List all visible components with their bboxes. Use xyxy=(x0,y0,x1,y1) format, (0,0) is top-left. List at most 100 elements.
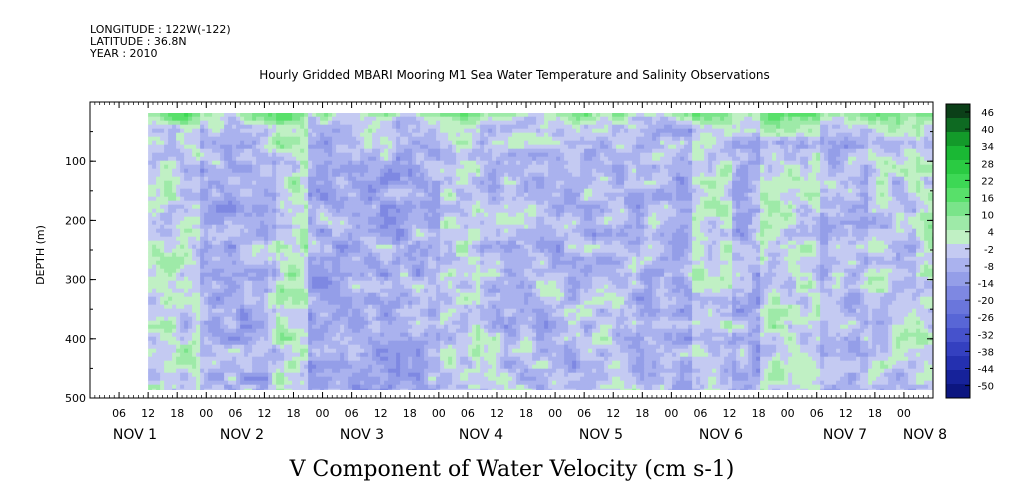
heat-cell xyxy=(524,185,529,190)
heat-cell xyxy=(808,197,813,202)
heat-cell xyxy=(708,205,713,210)
heat-cell xyxy=(680,185,685,190)
heat-cell xyxy=(924,145,929,150)
heat-cell xyxy=(424,169,429,174)
heat-cell xyxy=(480,209,485,214)
heat-cell xyxy=(256,185,261,190)
heat-cell xyxy=(480,129,485,134)
heat-cell xyxy=(572,189,577,194)
heat-cell xyxy=(160,157,165,162)
heat-cell xyxy=(568,181,573,186)
heat-cell xyxy=(156,173,161,178)
heat-cell xyxy=(584,141,589,146)
heat-cell xyxy=(716,197,721,202)
heat-cell xyxy=(252,149,257,154)
heat-cell xyxy=(800,189,805,194)
heat-cell xyxy=(792,165,797,170)
heat-cell xyxy=(496,121,501,126)
heat-cell xyxy=(504,173,509,178)
heat-cell xyxy=(672,125,677,130)
heat-cell xyxy=(584,149,589,154)
heat-cell xyxy=(240,181,245,186)
heat-cell xyxy=(284,165,289,170)
heat-cell xyxy=(596,177,601,182)
heat-cell xyxy=(244,185,249,190)
heat-cell xyxy=(200,205,205,210)
heat-cell xyxy=(720,165,725,170)
heat-cell xyxy=(812,133,817,138)
heat-cell xyxy=(396,153,401,158)
heat-cell xyxy=(180,181,185,186)
heat-cell xyxy=(628,121,633,126)
heat-cell xyxy=(848,137,853,142)
heat-cell xyxy=(604,165,609,170)
heat-cell xyxy=(620,173,625,178)
heat-cell xyxy=(756,169,761,174)
heat-cell xyxy=(876,177,881,182)
heat-cell xyxy=(168,149,173,154)
heat-cell xyxy=(896,145,901,150)
heat-cell xyxy=(308,185,313,190)
heat-cell xyxy=(436,117,441,122)
heat-cell xyxy=(360,193,365,198)
heat-cell xyxy=(476,193,481,198)
heat-cell xyxy=(668,165,673,170)
heat-cell xyxy=(268,205,273,210)
heat-cell xyxy=(720,189,725,194)
heat-cell xyxy=(424,129,429,134)
heat-cell xyxy=(456,149,461,154)
heat-cell xyxy=(720,157,725,162)
heat-cell xyxy=(420,185,425,190)
heat-cell xyxy=(596,117,601,122)
heat-cell xyxy=(868,177,873,182)
heat-cell xyxy=(676,177,681,182)
heat-cell xyxy=(516,157,521,162)
heat-cell xyxy=(816,145,821,150)
heat-cell xyxy=(644,181,649,186)
heat-cell xyxy=(636,117,641,122)
heat-cell xyxy=(840,201,845,206)
heat-cell xyxy=(732,209,737,214)
heat-cell xyxy=(220,185,225,190)
heat-cell xyxy=(836,165,841,170)
heat-cell xyxy=(568,197,573,202)
heat-cell xyxy=(764,169,769,174)
heat-cell xyxy=(340,161,345,166)
heat-cell xyxy=(504,125,509,130)
heat-cell xyxy=(304,137,309,142)
heat-cell xyxy=(540,153,545,158)
heat-cell xyxy=(196,153,201,158)
heat-cell xyxy=(832,121,837,126)
heat-cell xyxy=(268,189,273,194)
heat-cell xyxy=(292,149,297,154)
heat-cell xyxy=(876,209,881,214)
heat-cell xyxy=(772,181,777,186)
heat-cell xyxy=(236,213,241,218)
heat-cell xyxy=(568,137,573,142)
heat-cell xyxy=(264,177,269,182)
heat-cell xyxy=(868,121,873,126)
heat-cell xyxy=(264,169,269,174)
heat-cell xyxy=(876,157,881,162)
heat-cell xyxy=(148,161,153,166)
heat-cell xyxy=(512,125,517,130)
heat-cell xyxy=(920,169,925,174)
heat-cell xyxy=(696,193,701,198)
heat-cell xyxy=(476,209,481,214)
heat-cell xyxy=(248,121,253,126)
heat-cell xyxy=(868,173,873,178)
heat-cell xyxy=(160,197,165,202)
heat-cell xyxy=(792,141,797,146)
heat-cell xyxy=(268,193,273,198)
heat-cell xyxy=(672,209,677,214)
heat-cell xyxy=(888,185,893,190)
heat-cell xyxy=(396,165,401,170)
heat-cell xyxy=(148,149,153,154)
heat-cell xyxy=(768,145,773,150)
heat-cell xyxy=(748,177,753,182)
heat-cell xyxy=(528,157,533,162)
heat-cell xyxy=(628,205,633,210)
heat-cell xyxy=(612,193,617,198)
heat-cell xyxy=(704,113,709,118)
heat-cell xyxy=(576,165,581,170)
